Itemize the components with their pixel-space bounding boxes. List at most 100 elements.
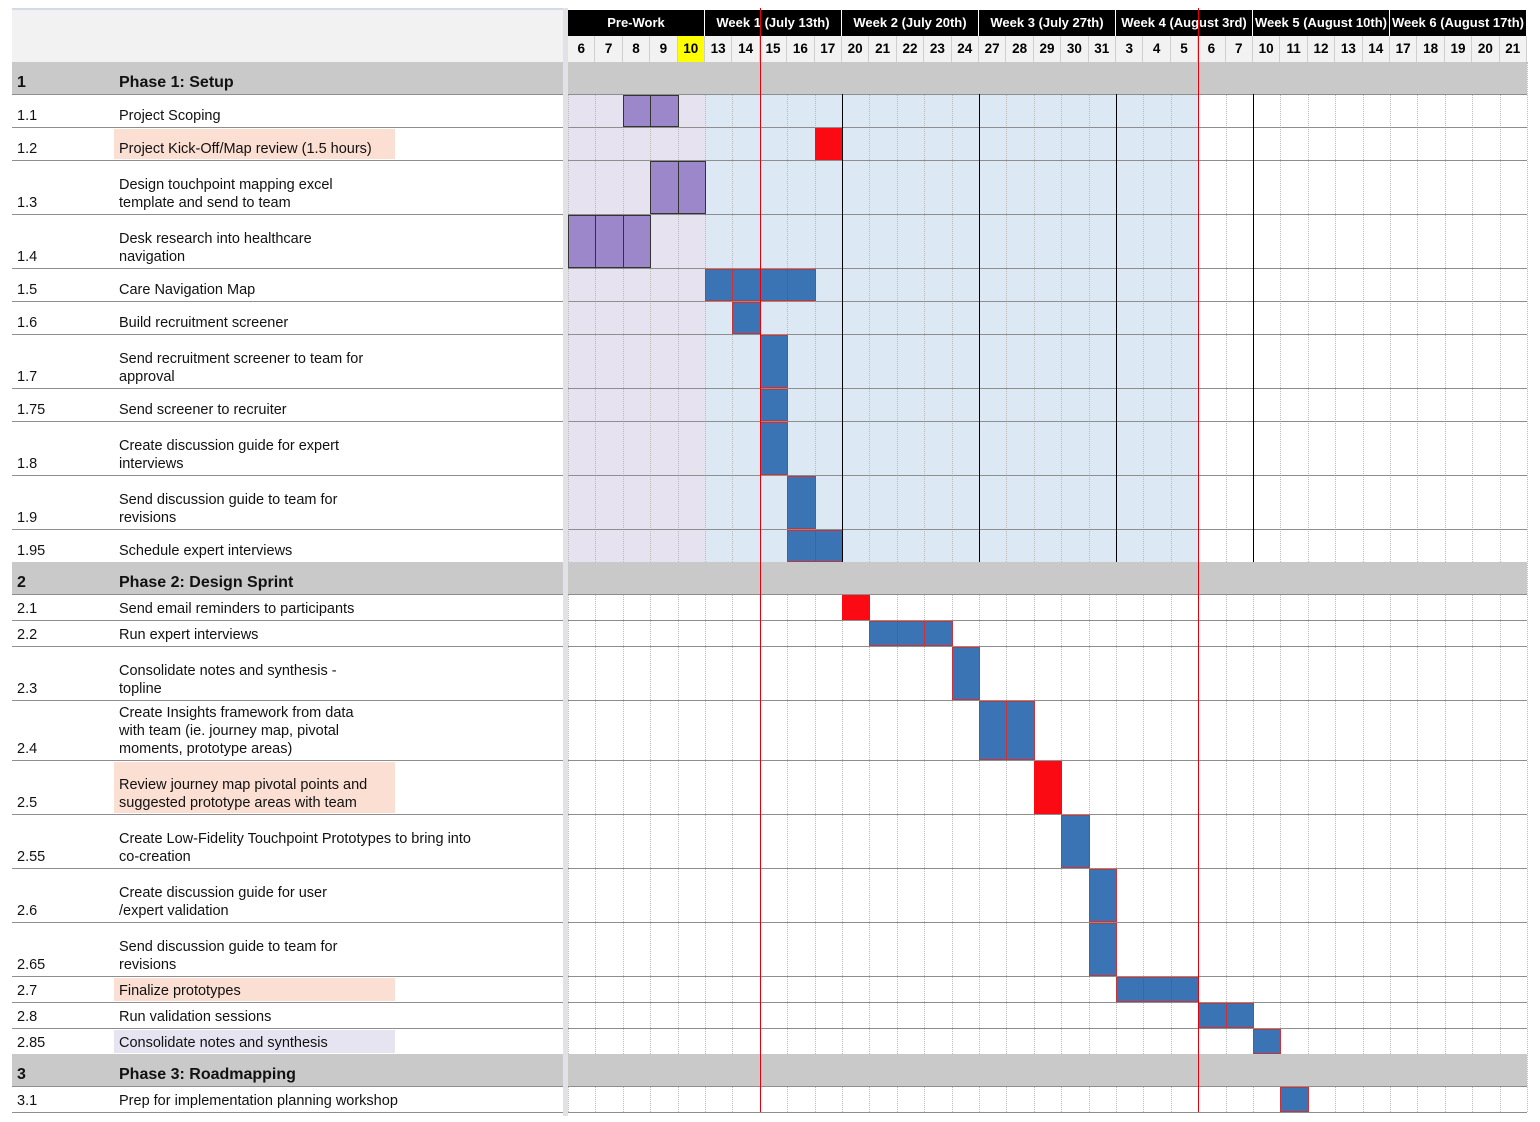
- week-divider-line: [1116, 94, 1117, 562]
- task-label-line: revisions: [119, 957, 177, 973]
- task-id: 1.7: [17, 369, 38, 385]
- task-bar-cell: [1170, 977, 1200, 1002]
- task-label-line: Review journey map pivotal points and: [119, 777, 368, 793]
- row-divider: [12, 334, 1527, 335]
- task-label-highlight: [114, 1030, 395, 1053]
- task-label: Send email reminders to participants: [119, 601, 355, 617]
- end-marker-line: [1198, 8, 1200, 1112]
- task-label-line: suggested prototype areas with team: [119, 795, 357, 811]
- row-divider: [12, 1112, 1527, 1113]
- row-divider: [12, 127, 1527, 128]
- task-label-line: Send recruitment screener to team for: [119, 351, 364, 367]
- day-header: 13: [1335, 36, 1363, 62]
- row-divider: [12, 594, 1527, 595]
- frozen-header: [12, 8, 564, 62]
- task-id: 2.65: [17, 957, 46, 973]
- task-label-line: moments, prototype areas): [119, 741, 293, 757]
- grid-column-line: [1527, 62, 1529, 1112]
- row-divider: [12, 1002, 1527, 1003]
- task-label-line: Send discussion guide to team for: [119, 492, 338, 508]
- task-id: 2.4: [17, 741, 38, 757]
- day-header: 12: [1307, 36, 1336, 62]
- day-header: 6: [1198, 36, 1226, 62]
- task-id: 1.5: [17, 282, 38, 298]
- prework-bar-cell: [622, 95, 652, 127]
- day-header: 5: [1170, 36, 1199, 62]
- row-divider: [12, 1086, 1527, 1087]
- day-header: 14: [732, 36, 760, 62]
- task-bar-cell: [787, 269, 816, 301]
- phase-title: Phase 3: Roadmapping: [119, 1066, 296, 1083]
- prework-bar-cell: [650, 95, 679, 127]
- week-header: Week 6 (August 17th): [1390, 10, 1527, 36]
- row-divider: [12, 814, 1527, 815]
- week-divider-line: [979, 94, 980, 562]
- week-divider-line: [842, 94, 843, 562]
- day-header: 20: [842, 36, 870, 62]
- phase-title: Phase 1: Setup: [119, 74, 234, 91]
- prework-bar-cell: [677, 161, 706, 214]
- task-label-line: Create Low-Fidelity Touchpoint Prototype…: [119, 831, 471, 847]
- task-label-highlight: [114, 762, 395, 813]
- task-id: 2.2: [17, 627, 38, 643]
- task-bar-cell: [1088, 869, 1117, 922]
- phase-title: Phase 2: Design Sprint: [119, 574, 294, 591]
- week-header: Week 1 (July 13th): [705, 10, 842, 36]
- task-label: Create discussion guide for expert interv…: [119, 437, 339, 473]
- row-divider: [12, 760, 1527, 761]
- task-bar-cell: [1088, 923, 1117, 976]
- task-id: 1.3: [17, 195, 38, 211]
- task-label: Run validation sessions: [119, 1009, 272, 1025]
- day-header: 16: [787, 36, 815, 62]
- task-label: Desk research into healthcare navigation: [119, 230, 312, 266]
- phase-row-bg: [12, 1054, 1527, 1086]
- row-divider: [12, 976, 1527, 977]
- day-header: 19: [1444, 36, 1473, 62]
- meeting-bar-cell: [1033, 761, 1063, 814]
- phase-row-bg: [12, 562, 1527, 594]
- task-bar-cell: [1116, 977, 1145, 1002]
- task-label: Create Insights framework from data with …: [119, 704, 354, 758]
- task-bar-cell: [705, 269, 734, 301]
- day-header: 22: [896, 36, 925, 62]
- week-divider-line: [1253, 94, 1254, 562]
- task-label: Consolidate notes and synthesis - topline: [119, 662, 337, 698]
- task-id: 1.8: [17, 456, 38, 472]
- task-id: 1.4: [17, 249, 38, 265]
- task-bar-cell: [979, 701, 1008, 760]
- task-bar-cell: [1006, 701, 1035, 760]
- task-label-line: Send discussion guide to team for: [119, 939, 338, 955]
- day-header: 28: [1006, 36, 1034, 62]
- week-header: Week 5 (August 10th): [1253, 10, 1390, 36]
- day-header: 24: [951, 36, 979, 62]
- task-bar-cell: [1198, 1003, 1227, 1028]
- row-divider: [12, 922, 1527, 923]
- day-header: 21: [869, 36, 897, 62]
- day-header: 9: [650, 36, 678, 62]
- row-divider: [12, 421, 1527, 422]
- task-label: Project Scoping: [119, 108, 221, 124]
- task-id: 1.2: [17, 141, 38, 157]
- task-label: Send recruitment screener to team for app…: [119, 350, 363, 386]
- row-divider: [12, 529, 1527, 530]
- day-header: 18: [1417, 36, 1445, 62]
- day-header: 11: [1280, 36, 1308, 62]
- day-header: 29: [1033, 36, 1062, 62]
- day-header: 4: [1143, 36, 1171, 62]
- task-bar-cell: [1061, 815, 1090, 868]
- task-label-line: template and send to team: [119, 195, 291, 211]
- phase-number: 1: [17, 74, 26, 91]
- day-header: 13: [705, 36, 733, 62]
- task-id: 1.95: [17, 543, 46, 559]
- row-divider: [12, 214, 1527, 215]
- row-divider: [12, 301, 1527, 302]
- task-bar-cell: [759, 389, 789, 421]
- day-header: 30: [1061, 36, 1089, 62]
- row-divider: [12, 268, 1527, 269]
- task-bar-cell: [1225, 1003, 1254, 1028]
- task-id: 2.3: [17, 681, 38, 697]
- meeting-bar-cell: [842, 595, 871, 620]
- row-divider: [12, 388, 1527, 389]
- task-bar-cell: [1143, 977, 1172, 1002]
- task-label: Review journey map pivotal points and sug…: [119, 776, 367, 812]
